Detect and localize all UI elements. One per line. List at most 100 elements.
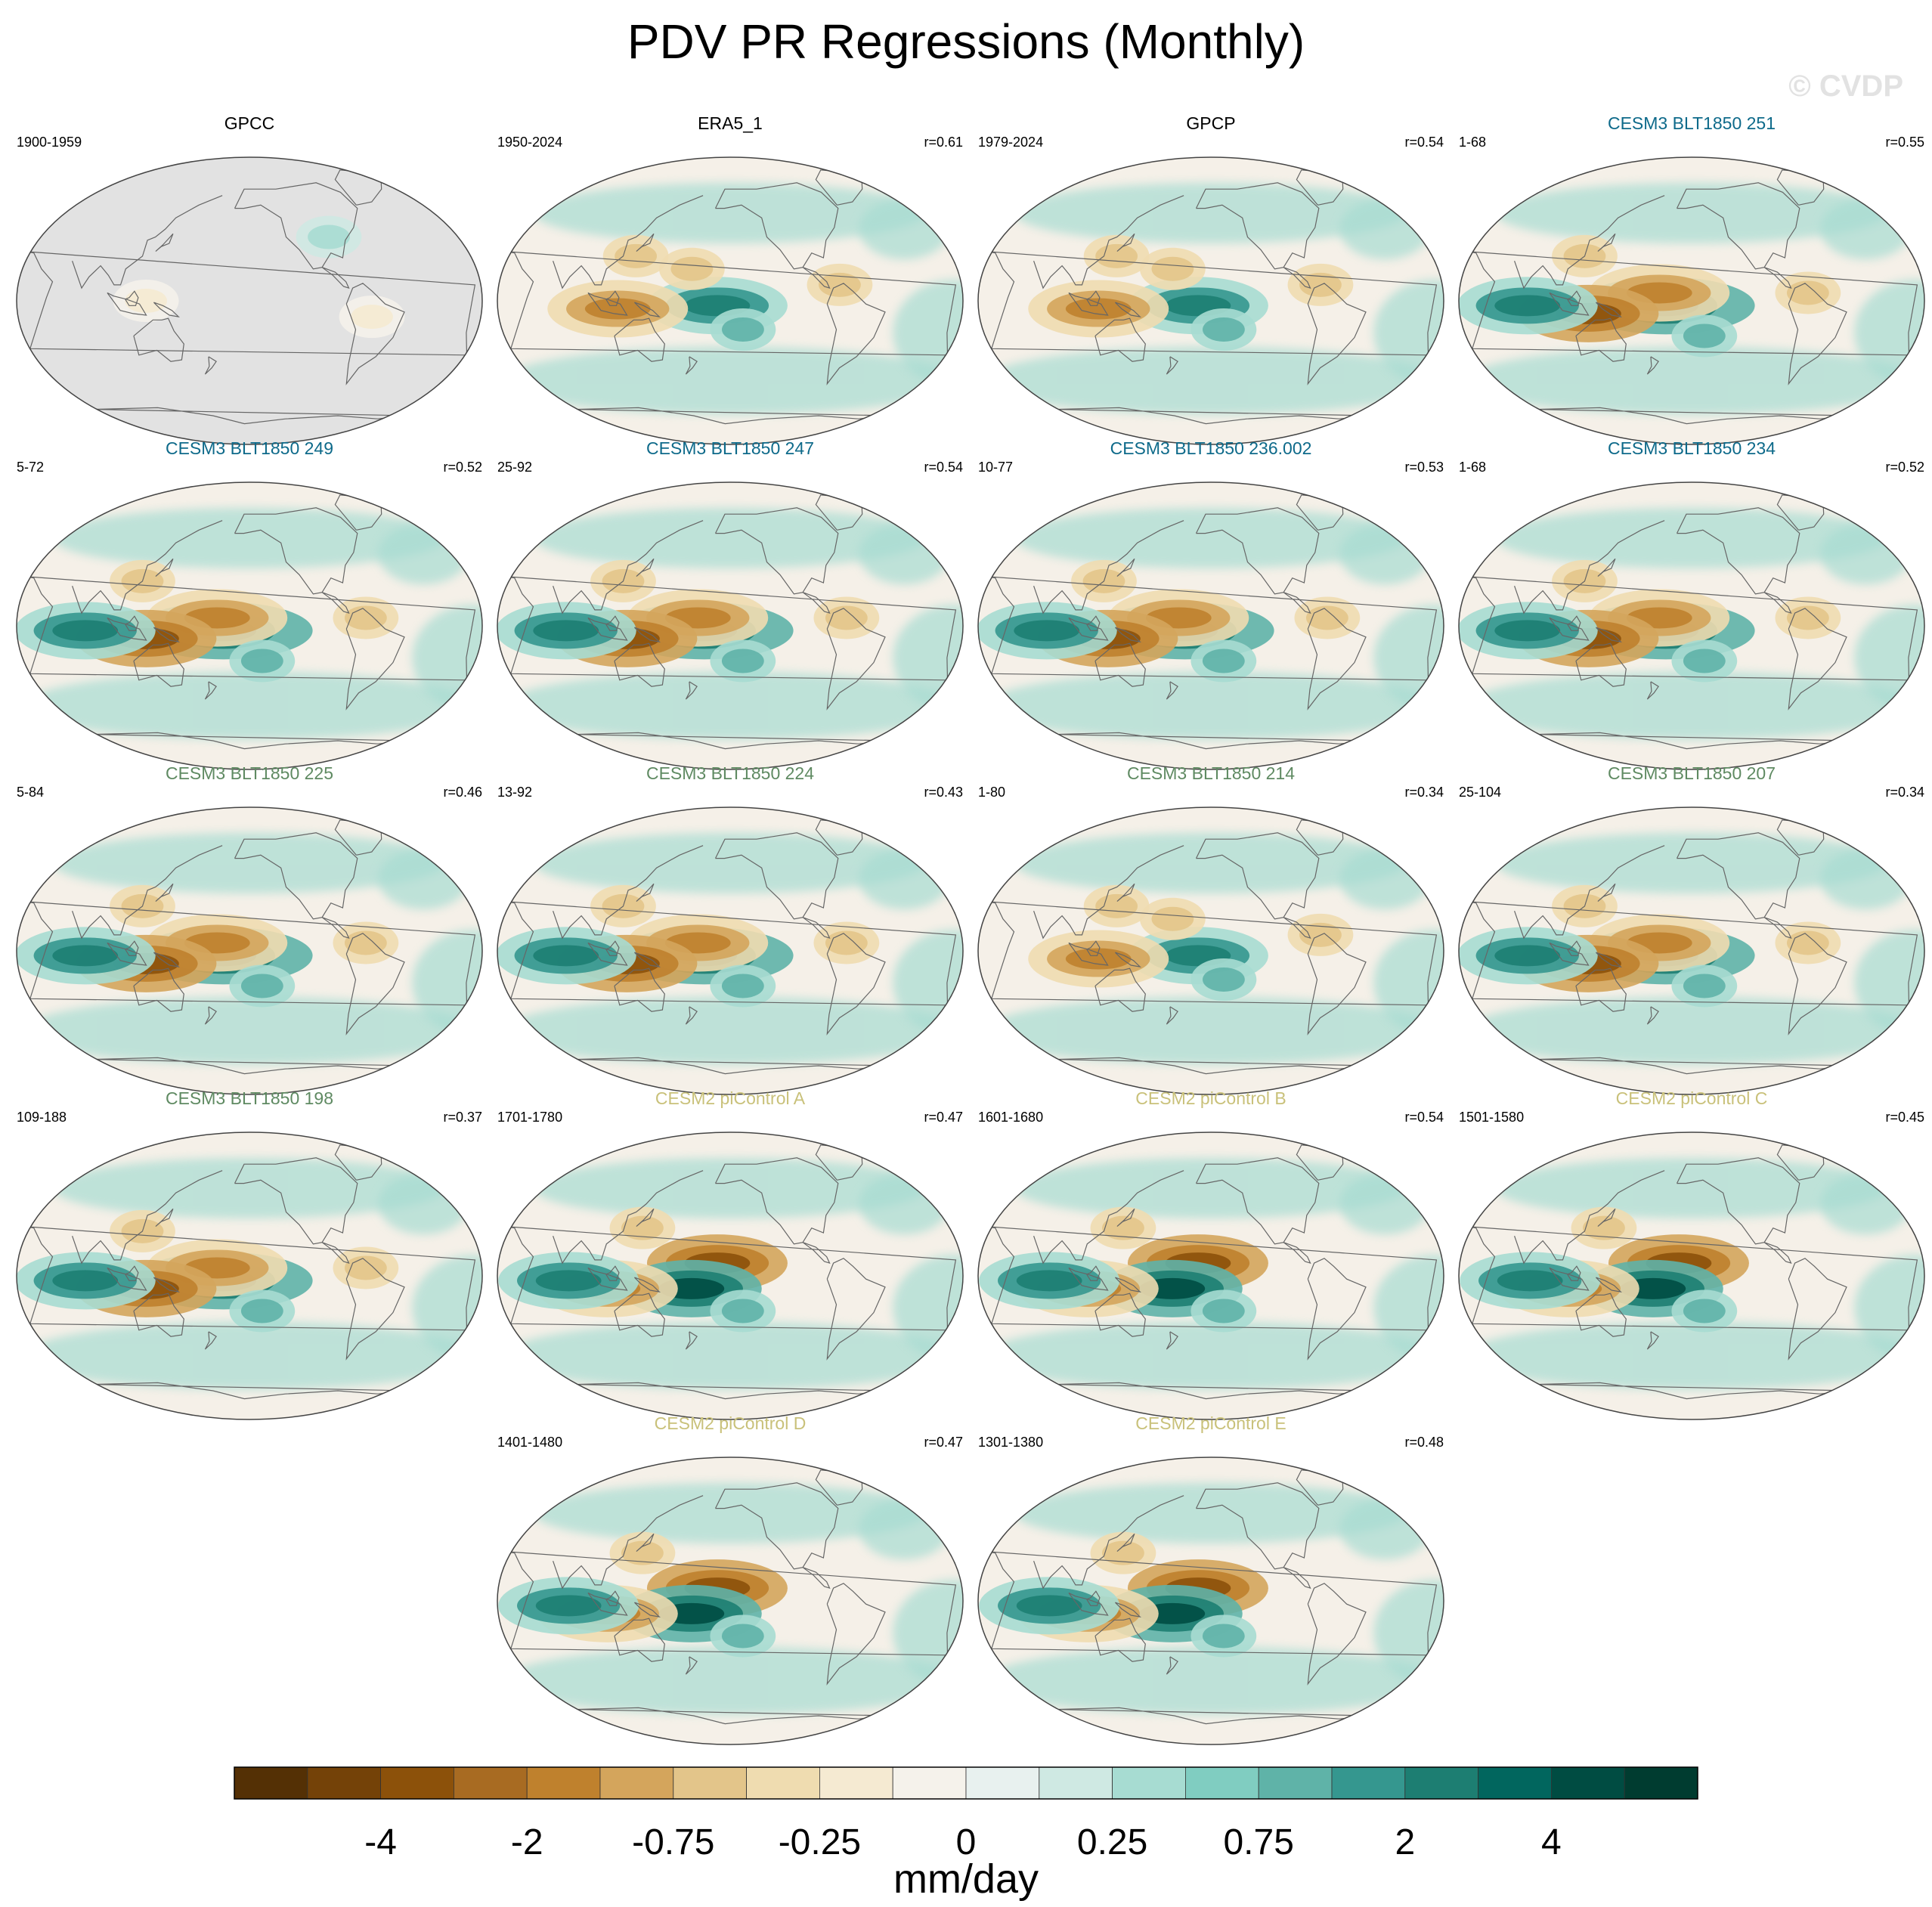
coastline-south-america: [345, 283, 405, 385]
coastline-central-america: [1763, 1242, 1792, 1265]
anomaly-field: [893, 605, 963, 711]
anomaly-field: [1820, 849, 1912, 909]
map-panel: CESM3 BLT1850 207 25-104 r=0.34: [1451, 763, 1932, 1095]
colorbar-outline: [234, 1766, 1698, 1800]
anomaly-field: [534, 832, 927, 893]
coastline-borneo: [125, 940, 139, 956]
map-border: [977, 156, 1444, 445]
coastline-new-zealand: [1166, 1656, 1178, 1675]
map-panel: CESM3 BLT1850 225 5-84 r=0.46: [9, 763, 490, 1095]
map-border: [977, 806, 1444, 1095]
coastline-indonesia: [1549, 942, 1590, 966]
coastline-new-guinea: [633, 952, 661, 968]
coastline-new-guinea: [1595, 952, 1623, 968]
coastline-indonesia: [1549, 617, 1590, 641]
anomaly-field: [1014, 182, 1407, 243]
coastline-south-america: [1307, 283, 1367, 385]
coastline-africa-east: [986, 1226, 1438, 1331]
anomaly-blob: [1683, 324, 1726, 348]
colorbar-units: mm/day: [893, 1856, 1039, 1902]
map-panel: CESM2 piControl A 1701-1780 r=0.47: [490, 1088, 971, 1420]
coastline-indonesia: [107, 292, 147, 316]
anomaly-field: [1465, 671, 1918, 740]
panel-period: 1301-1380: [978, 1435, 1044, 1450]
coastline-north-america: [234, 1157, 358, 1245]
coastline-africa-east: [24, 251, 476, 356]
coastline-antarctica: [574, 1057, 892, 1075]
anomaly-blob: [240, 649, 283, 673]
map-panel: CESM3 BLT1850 249 5-72 r=0.52: [9, 438, 490, 770]
map-panel: CESM3 BLT1850 224 13-92 r=0.43: [490, 763, 971, 1095]
map-border: [1458, 481, 1925, 770]
coastline-australia: [133, 317, 184, 362]
anomaly-blob: [1683, 1299, 1726, 1323]
coastline-indonesia: [1068, 942, 1109, 966]
panel-pattern-correlation: r=0.54: [1404, 135, 1444, 150]
colorbar-swatch: [1258, 1766, 1333, 1800]
coastline-asia: [553, 520, 704, 615]
anomaly-field: [859, 1499, 950, 1559]
coastline-new-zealand: [685, 1331, 698, 1350]
anomaly-field: [984, 1646, 1438, 1715]
coastline-africa-east: [1466, 1226, 1918, 1331]
anomaly-blob: [1202, 1624, 1245, 1649]
anomaly-blob: [1683, 974, 1726, 998]
coastline-asia: [1033, 1170, 1184, 1265]
anomaly-blob: [1102, 1540, 1144, 1565]
figure-title: PDV PR Regressions (Monthly): [627, 14, 1305, 69]
anomaly-field: [53, 832, 446, 893]
anomaly-blob: [1203, 317, 1245, 342]
coastline-new-zealand: [685, 681, 698, 700]
colorbar-tick-label: 0.25: [1076, 1822, 1148, 1862]
coastline-north-america: [234, 832, 358, 920]
coastline-japan: [1597, 1208, 1616, 1227]
coastline-indonesia: [1068, 292, 1109, 316]
regression-map: [497, 1132, 964, 1420]
panel-title: CESM2 piControl E: [1135, 1413, 1286, 1433]
anomaly-blob: [52, 1270, 119, 1292]
coastline-new-guinea: [1114, 952, 1142, 968]
regression-map: [497, 481, 964, 770]
colorbar-swatch: [307, 1766, 381, 1800]
coastline-japan: [1116, 558, 1135, 577]
regression-map: [16, 1132, 483, 1420]
coastline-north-america: [234, 507, 358, 595]
coastline-south-america: [1788, 933, 1847, 1036]
coastline-north-america: [1195, 1482, 1320, 1570]
map-border: [497, 806, 964, 1095]
panel-title: ERA5_1: [698, 113, 763, 133]
coastline-africa-east: [24, 576, 476, 681]
coastline-north-america: [714, 507, 839, 595]
coastline-central-america: [802, 1567, 831, 1590]
anomaly-field: [984, 346, 1438, 415]
coastline-africa-east: [24, 1226, 476, 1331]
panel-pattern-correlation: r=0.48: [1404, 1435, 1444, 1450]
coastline-central-america: [321, 1242, 350, 1265]
coastline-australia: [614, 967, 665, 1012]
coastline-south-america: [826, 608, 886, 710]
map-panel: CESM2 piControl C 1501-1580 r=0.45: [1451, 1088, 1932, 1420]
anomaly-field: [1854, 605, 1924, 711]
anomaly-field: [984, 671, 1438, 740]
coastline-central-america: [1763, 592, 1792, 615]
coastline-new-zealand: [204, 356, 217, 375]
anomaly-blob: [721, 1624, 764, 1649]
coastline-asia: [72, 195, 223, 289]
anomaly-field: [53, 507, 446, 568]
coastline-new-guinea: [1114, 1277, 1142, 1293]
coastline-new-guinea: [1114, 302, 1142, 318]
anomaly-field: [23, 671, 476, 740]
coastline-south-america: [826, 1258, 886, 1361]
coastline-australia: [133, 967, 184, 1012]
panel-pattern-correlation: r=0.46: [443, 785, 482, 800]
coastline-north-america: [1676, 182, 1800, 270]
anomaly-blob: [721, 649, 764, 673]
panel-title: CESM3 BLT1850 234: [1607, 438, 1776, 458]
colorbar-swatch: [1404, 1766, 1479, 1800]
coastline-indonesia: [1549, 292, 1590, 316]
colorbar-swatch: [965, 1766, 1040, 1800]
anomaly-field: [1854, 1255, 1924, 1361]
anomaly-field: [412, 1255, 482, 1361]
anomaly-field: [534, 507, 927, 568]
coastline-antarctica: [1055, 1382, 1373, 1400]
